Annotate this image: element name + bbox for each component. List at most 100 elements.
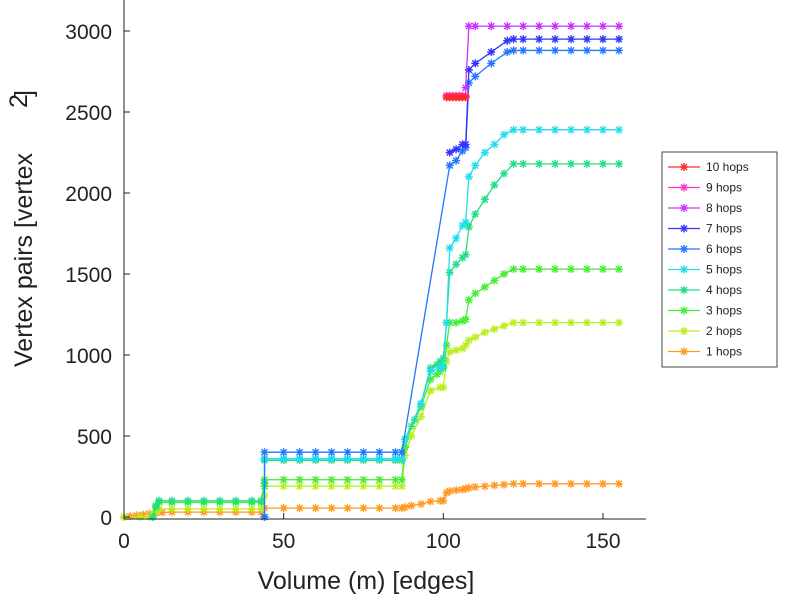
data-point-5-hops <box>375 454 384 463</box>
y-tick-label: 2500 <box>65 102 112 125</box>
legend-entry-4-hops: 4 hops <box>668 283 742 297</box>
data-point-6-hops <box>503 48 512 57</box>
data-point-6-hops <box>583 46 592 55</box>
y-tick-label: 0 <box>100 507 112 530</box>
y-tick-label: 1000 <box>65 345 112 368</box>
data-point-7-hops <box>452 145 461 154</box>
data-point-7-hops <box>599 35 607 44</box>
data-point-3-hops <box>480 282 489 291</box>
data-point-4-hops <box>183 496 192 505</box>
data-point-7-hops <box>464 65 473 74</box>
series-3-hops <box>148 265 623 521</box>
data-point-10-hops <box>461 93 470 102</box>
data-point-1-hops <box>471 483 480 492</box>
data-point-6-hops <box>445 161 454 170</box>
data-point-1-hops <box>375 504 384 513</box>
legend-label-1-hops: 1 hops <box>706 345 742 359</box>
series-line-5-hops <box>263 129 619 517</box>
data-point-2-hops <box>535 318 544 327</box>
data-point-2-hops <box>500 321 509 330</box>
data-point-3-hops <box>375 475 384 484</box>
data-point-1-hops <box>158 508 167 517</box>
y-tick-label: 2000 <box>65 183 112 206</box>
data-point-6-hops <box>343 448 352 457</box>
data-point-2-hops <box>464 336 473 345</box>
data-point-4-hops <box>458 253 467 262</box>
data-point-4-hops <box>500 169 509 178</box>
legend-entry-6-hops: 6 hops <box>668 242 742 256</box>
y-axis-title: Vertex pairs [vertex <box>10 153 38 367</box>
data-point-7-hops <box>503 36 512 45</box>
data-point-3-hops <box>311 475 320 484</box>
data-point-1-hops <box>509 479 518 488</box>
x-axis-title: Volume (m) [edges] <box>258 567 475 595</box>
data-point-5-hops <box>500 130 509 139</box>
series-line-4-hops <box>152 163 619 518</box>
data-point-7-hops <box>461 140 470 149</box>
data-point-1-hops <box>442 488 451 497</box>
data-point-1-hops <box>599 479 607 488</box>
data-point-2-hops <box>359 482 368 491</box>
data-point-5-hops <box>599 125 607 134</box>
series-10-hops <box>442 93 470 102</box>
legend-entry-10-hops: 10 hops <box>668 160 749 174</box>
data-point-4-hops <box>452 260 461 269</box>
data-point-3-hops <box>452 318 461 327</box>
data-point-5-hops <box>439 362 448 371</box>
data-point-6-hops <box>458 146 467 155</box>
data-point-4-hops <box>151 501 160 510</box>
data-point-3-hops <box>614 265 623 274</box>
data-point-5-hops <box>519 125 528 134</box>
legend-marker-4-hops <box>680 286 688 294</box>
data-point-5-hops <box>327 454 336 463</box>
data-point-4-hops <box>509 159 518 168</box>
data-point-2-hops <box>509 318 518 327</box>
data-point-8-hops <box>567 22 576 31</box>
data-point-7-hops <box>519 35 528 44</box>
data-point-5-hops <box>490 140 499 149</box>
data-point-3-hops <box>426 375 435 384</box>
data-point-1-hops <box>327 504 336 513</box>
data-point-8-hops <box>503 22 512 31</box>
data-point-2-hops <box>391 482 400 491</box>
data-point-3-hops <box>391 475 400 484</box>
data-point-4-hops <box>583 159 592 168</box>
y-axis-title-superscript: 2 <box>5 94 33 108</box>
plot-area <box>120 22 623 521</box>
data-point-1-hops <box>583 479 592 488</box>
legend-marker-7-hops <box>680 224 688 233</box>
legend-entry-8-hops: 8 hops <box>668 201 742 215</box>
legend-entry-7-hops: 7 hops <box>668 222 742 236</box>
data-point-2-hops <box>407 432 416 440</box>
data-point-3-hops <box>401 443 410 452</box>
data-point-2-hops <box>471 333 480 342</box>
data-point-6-hops <box>375 448 384 457</box>
data-point-2-hops <box>199 504 208 513</box>
data-point-1-hops <box>614 479 623 488</box>
legend-entry-5-hops: 5 hops <box>668 263 742 277</box>
data-point-2-hops <box>452 346 461 355</box>
data-point-5-hops <box>458 221 467 230</box>
data-point-3-hops <box>567 265 576 274</box>
legend-marker-1-hops <box>680 347 688 356</box>
data-point-2-hops <box>295 482 304 491</box>
data-point-3-hops <box>464 295 473 304</box>
axes: 0 50 100 150 0 500 1000 1500 2000 2500 3000 <box>65 0 646 553</box>
data-point-4-hops <box>614 159 623 168</box>
data-point-5-hops <box>391 454 400 463</box>
data-point-1-hops <box>126 512 135 521</box>
data-point-3-hops <box>461 315 470 324</box>
data-point-1-hops <box>461 484 470 493</box>
data-point-5-hops <box>583 125 592 134</box>
data-point-2-hops <box>327 482 336 491</box>
data-point-1-hops <box>464 483 473 492</box>
data-point-8-hops <box>551 22 560 31</box>
data-point-6-hops <box>327 448 336 457</box>
data-point-4-hops <box>247 496 256 505</box>
data-point-2-hops <box>416 412 425 421</box>
legend-marker-3-hops <box>680 306 688 315</box>
data-point-4-hops <box>464 223 473 232</box>
data-point-2-hops <box>519 318 528 327</box>
data-point-2-hops <box>279 482 288 491</box>
data-point-1-hops <box>519 479 528 488</box>
